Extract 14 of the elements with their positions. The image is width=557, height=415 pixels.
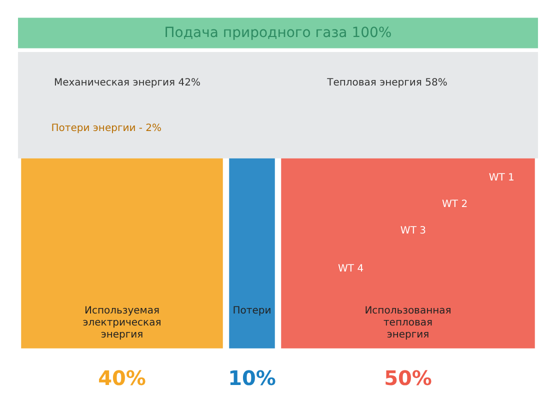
text: Механическая энергия 42% xyxy=(54,77,200,88)
text: WT 4 xyxy=(338,264,364,275)
text: Тепловая энергия 58% xyxy=(326,77,448,88)
text: WT 2 xyxy=(442,199,468,210)
text: WT 3 xyxy=(400,226,426,237)
category-label: Использованная тепловая энергия xyxy=(364,305,452,340)
text: WT 1 xyxy=(488,172,514,184)
text: Потери энергии - 2% xyxy=(51,123,162,134)
data-label: 50% xyxy=(384,366,432,390)
category-label: Потери xyxy=(232,305,272,316)
data-label: 40% xyxy=(98,366,146,390)
text: Подача природного газа 100% xyxy=(164,25,392,41)
category-label: Используемая электрическая энергия xyxy=(82,305,162,340)
data-label: 10% xyxy=(228,366,276,390)
